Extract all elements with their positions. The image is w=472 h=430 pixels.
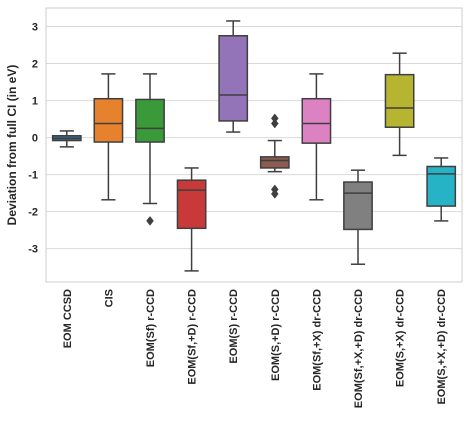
- y-axis-label: Deviation from full CI (in eV): [5, 65, 19, 226]
- box-group: [301, 73, 332, 201]
- box-group: [426, 157, 457, 222]
- x-tick-label: EOM(S) r-CCD: [228, 289, 240, 364]
- x-tick-label: EOM(S,+X) dr-CCD: [395, 289, 407, 387]
- y-tick-label: 2: [32, 59, 38, 71]
- box-group: [51, 130, 82, 148]
- y-tick-label: 3: [32, 22, 38, 34]
- box-group: [259, 113, 290, 199]
- box-group: [93, 73, 124, 201]
- box-iqr: [259, 156, 290, 169]
- x-tick-label: EOM(S,+X,+D) dr-CCD: [436, 289, 448, 405]
- box-iqr: [343, 181, 373, 231]
- box-iqr: [93, 97, 124, 143]
- x-tick-labels: EOM CCSD CIS EOM(Sf) r-CCD EOM(Sf,+D) r-CCD…: [62, 289, 448, 408]
- x-tick-label: EOM(Sf,+X,+D) dr-CCD: [353, 289, 365, 408]
- box-group: [384, 52, 415, 157]
- box-group: [176, 167, 207, 272]
- y-tick-label: -2: [28, 207, 38, 219]
- y-tick-label: -3: [28, 244, 38, 256]
- x-tick-label: EOM(S,+D) r-CCD: [270, 289, 282, 381]
- x-tick-label: CIS: [103, 289, 115, 307]
- x-tick-label: EOM(Sf) r-CCD: [145, 289, 157, 367]
- box-iqr: [384, 73, 415, 128]
- outlier-point: [146, 215, 154, 226]
- box-group: [218, 20, 249, 133]
- box-iqr: [301, 97, 332, 144]
- box-iqr: [218, 35, 249, 122]
- y-tick-label: 1: [32, 96, 38, 108]
- outlier-point: [270, 188, 279, 199]
- y-tick-labels: -3 -2 -1 0 1 2 3: [28, 22, 38, 256]
- y-tick-label: -1: [28, 170, 38, 182]
- box-group: [343, 169, 373, 265]
- x-tick-label: EOM(Sf,+D) r-CCD: [187, 289, 199, 385]
- box-iqr: [176, 179, 207, 230]
- outlier-point: [270, 118, 279, 129]
- box-group: [135, 73, 165, 226]
- box-iqr: [135, 98, 165, 143]
- y-tick-label: 0: [32, 133, 38, 145]
- box-iqr: [426, 165, 457, 207]
- outlier-point: [270, 113, 279, 124]
- boxes: [51, 20, 457, 272]
- x-tick-label: EOM(Sf,+X) dr-CCD: [311, 289, 323, 391]
- x-tick-label: EOM CCSD: [62, 289, 74, 348]
